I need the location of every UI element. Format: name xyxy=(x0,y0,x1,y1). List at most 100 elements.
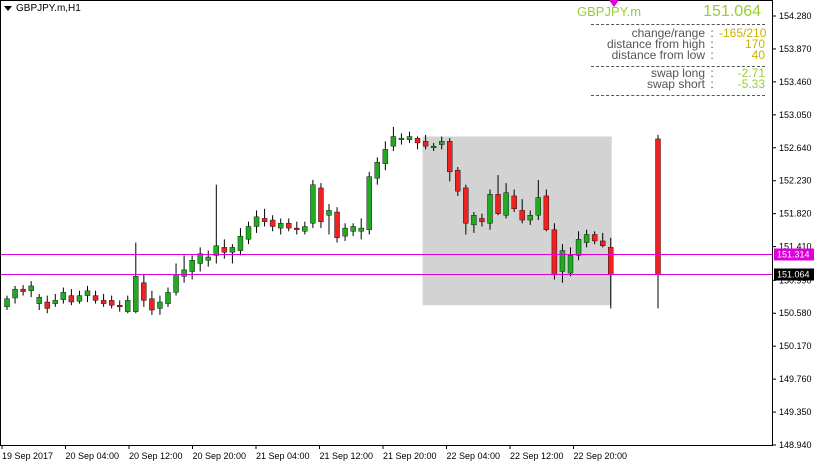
candle[interactable] xyxy=(495,175,501,216)
candle[interactable] xyxy=(181,255,187,283)
info-separator: : xyxy=(710,66,714,80)
candle[interactable] xyxy=(213,184,220,264)
candle-body xyxy=(253,216,260,227)
candle-body xyxy=(591,234,598,242)
candle[interactable] xyxy=(503,183,509,219)
candle[interactable] xyxy=(44,295,50,314)
candle-body xyxy=(44,301,50,309)
candle[interactable] xyxy=(286,218,292,232)
candle[interactable] xyxy=(455,167,461,196)
candle[interactable] xyxy=(149,290,155,315)
candle[interactable] xyxy=(141,274,147,307)
candle[interactable] xyxy=(406,131,413,143)
candle[interactable] xyxy=(197,247,203,272)
candle[interactable] xyxy=(318,183,324,229)
candle-body xyxy=(495,194,501,214)
chart-title[interactable]: GBPJPY.m,H1 xyxy=(4,3,81,14)
candle[interactable] xyxy=(519,199,525,224)
candle[interactable] xyxy=(12,285,18,304)
candle[interactable] xyxy=(487,189,493,230)
candle[interactable] xyxy=(278,218,284,235)
candle[interactable] xyxy=(237,228,244,256)
info-value: 40 xyxy=(751,48,765,62)
candle[interactable] xyxy=(100,293,107,307)
candle[interactable] xyxy=(229,244,236,264)
x-tick-label: 22 Sep 20:00 xyxy=(574,451,628,461)
candle[interactable] xyxy=(334,207,340,243)
candle[interactable] xyxy=(366,171,372,235)
candle[interactable] xyxy=(479,213,485,227)
candle-body xyxy=(447,141,453,173)
candle[interactable] xyxy=(157,295,163,315)
candle[interactable] xyxy=(326,203,332,235)
candle[interactable] xyxy=(52,293,58,307)
candle[interactable] xyxy=(245,221,252,245)
candle[interactable] xyxy=(60,287,67,304)
candle[interactable] xyxy=(591,231,598,245)
candle[interactable] xyxy=(600,232,606,248)
candle-body xyxy=(76,295,83,302)
candle-body xyxy=(52,300,58,304)
candle[interactable] xyxy=(374,157,380,185)
x-tick-label: 22 Sep 12:00 xyxy=(510,451,564,461)
candle[interactable] xyxy=(551,223,558,280)
candle[interactable] xyxy=(20,285,26,296)
candle-body xyxy=(189,260,195,272)
candle[interactable] xyxy=(342,223,348,241)
candle[interactable] xyxy=(294,221,300,235)
candle[interactable] xyxy=(108,295,115,309)
candle[interactable] xyxy=(84,285,91,302)
candle[interactable] xyxy=(430,142,437,151)
candle[interactable] xyxy=(422,134,429,150)
candle[interactable] xyxy=(511,189,517,213)
candle[interactable] xyxy=(575,231,582,261)
candle-body xyxy=(559,250,566,272)
candle[interactable] xyxy=(221,239,228,259)
candle[interactable] xyxy=(116,300,123,312)
range-box[interactable] xyxy=(422,136,612,306)
candle[interactable] xyxy=(205,250,211,267)
price-line-label: 151.314 xyxy=(777,250,810,260)
candle[interactable] xyxy=(189,255,195,280)
candle[interactable] xyxy=(447,138,453,182)
candle-body xyxy=(92,295,99,301)
candle[interactable] xyxy=(4,295,10,311)
candle[interactable] xyxy=(559,244,566,283)
candle[interactable] xyxy=(350,223,356,237)
candle[interactable] xyxy=(302,221,308,235)
candle-body xyxy=(503,192,509,216)
candle[interactable] xyxy=(76,290,83,304)
candle[interactable] xyxy=(36,293,42,311)
candle[interactable] xyxy=(439,136,445,150)
candle[interactable] xyxy=(269,215,276,232)
candle[interactable] xyxy=(390,126,397,151)
candle[interactable] xyxy=(471,212,477,233)
candle[interactable] xyxy=(310,179,316,229)
candle[interactable] xyxy=(463,184,469,235)
candle[interactable] xyxy=(414,136,421,150)
y-tick-label: 154.280 xyxy=(779,11,812,21)
candle[interactable] xyxy=(28,281,34,298)
y-tick-label: 150.580 xyxy=(779,308,812,318)
candle[interactable] xyxy=(253,210,260,233)
candle[interactable] xyxy=(92,290,99,304)
candle[interactable] xyxy=(261,208,268,227)
candle[interactable] xyxy=(358,218,364,240)
candle[interactable] xyxy=(583,229,590,248)
chevron-down-icon[interactable] xyxy=(4,6,12,11)
candle-body xyxy=(390,136,397,147)
candle[interactable] xyxy=(567,247,574,277)
candle[interactable] xyxy=(543,189,550,232)
candle-body xyxy=(406,136,413,140)
candle[interactable] xyxy=(68,289,75,306)
candle[interactable] xyxy=(165,287,171,307)
candle-body xyxy=(197,253,203,264)
candle[interactable] xyxy=(527,210,533,225)
candle[interactable] xyxy=(125,295,131,314)
candle[interactable] xyxy=(398,133,405,145)
candle[interactable] xyxy=(382,141,389,171)
candle[interactable] xyxy=(535,179,541,221)
candle-body xyxy=(455,170,461,192)
